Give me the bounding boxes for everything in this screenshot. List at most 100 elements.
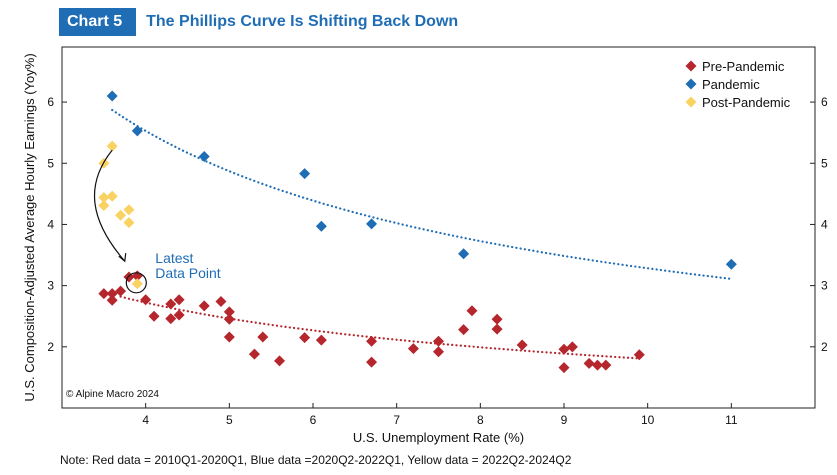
y-tick-left-label: 4 (47, 217, 54, 231)
point-pandemic (315, 220, 327, 232)
y-tick-left-label: 6 (47, 95, 54, 109)
point-pre-pandemic (165, 298, 177, 310)
y-tick-left-label: 2 (47, 340, 54, 354)
latest-arrow-head (118, 253, 127, 263)
y-tick-right-label: 5 (821, 156, 828, 170)
point-pre-pandemic (558, 343, 570, 355)
x-axis-label: U.S. Unemployment Rate (%) (353, 430, 524, 445)
point-pre-pandemic (366, 356, 378, 368)
point-pre-pandemic (223, 331, 235, 343)
trendline-pandemic (111, 108, 733, 280)
y-tick-right-label: 2 (821, 340, 828, 354)
legend-label: Pandemic (702, 77, 760, 92)
chart-number-badge: Chart 5 (59, 8, 137, 36)
latest-point-circle (125, 272, 147, 294)
legend-label: Pre-Pandemic (702, 59, 785, 74)
legend-marker-pandemic (685, 78, 697, 90)
x-tick-label: 5 (226, 413, 233, 427)
point-pre-pandemic (173, 309, 185, 321)
chart-header: Chart 5 The Phillips Curve Is Shifting B… (59, 8, 458, 36)
point-pre-pandemic (173, 294, 185, 306)
point-pre-pandemic (257, 331, 269, 343)
point-pre-pandemic (466, 305, 478, 317)
point-pre-pandemic (274, 355, 286, 367)
latest-arrow (93, 149, 126, 262)
x-tick-label: 10 (641, 413, 655, 427)
point-pre-pandemic (366, 335, 378, 347)
trendlines (111, 108, 733, 360)
point-post-pandemic (115, 209, 127, 221)
point-pre-pandemic (299, 332, 311, 344)
x-tick-label: 7 (393, 413, 400, 427)
point-pre-pandemic (223, 306, 235, 318)
legend-marker-pre-pandemic (685, 60, 697, 72)
y-axis-left: 2 3 4 5 6 (47, 95, 67, 354)
point-pandemic (299, 168, 311, 180)
point-pre-pandemic (148, 310, 160, 322)
point-pre-pandemic (558, 362, 570, 374)
y-tick-right-label: 4 (821, 217, 828, 231)
point-pre-pandemic (458, 324, 470, 336)
latest-data-annotation: Latest Data Point (93, 149, 221, 294)
x-tick-label: 11 (725, 413, 738, 427)
plot-frame (61, 46, 816, 409)
point-pre-pandemic (407, 343, 419, 355)
point-post-pandemic (106, 190, 118, 202)
point-post-pandemic (131, 278, 143, 290)
point-pandemic (131, 125, 143, 137)
point-pre-pandemic (433, 346, 444, 358)
point-pandemic (198, 151, 210, 163)
x-axis: 4 5 6 7 8 9 10 11 (142, 403, 738, 427)
point-pandemic (366, 218, 378, 230)
source-note: Note: Red data = 2010Q1-2020Q1, Blue dat… (60, 453, 572, 467)
point-pre-pandemic (491, 323, 503, 335)
y-axis-right: 2 3 4 5 6 (810, 95, 828, 354)
point-pre-pandemic (491, 313, 503, 325)
point-pre-pandemic (115, 285, 127, 297)
point-pre-pandemic (566, 341, 578, 353)
x-tick-label: 8 (477, 413, 484, 427)
point-post-pandemic (123, 217, 135, 229)
trendline-pre-pandemic (119, 295, 641, 360)
point-post-pandemic (98, 192, 110, 204)
y-tick-right-label: 6 (821, 95, 828, 109)
point-pre-pandemic (140, 294, 152, 306)
point-pre-pandemic (215, 296, 227, 308)
legend: Pre-Pandemic Pandemic Post-Pandemic (685, 59, 791, 110)
point-post-pandemic (106, 140, 118, 152)
point-pre-pandemic (165, 313, 177, 325)
latest-label-line2: Data Point (155, 265, 220, 281)
point-pre-pandemic (591, 359, 603, 371)
point-pandemic (725, 258, 737, 270)
point-pre-pandemic (600, 359, 612, 371)
point-pre-pandemic (106, 288, 118, 300)
legend-label: Post-Pandemic (702, 95, 791, 110)
chart-title: The Phillips Curve Is Shifting Back Down (146, 13, 459, 30)
point-pre-pandemic (315, 334, 327, 346)
latest-label-line1: Latest (155, 250, 193, 266)
point-pre-pandemic (223, 313, 235, 325)
copyright-label: © Alpine Macro 2024 (66, 389, 159, 400)
point-pre-pandemic (248, 348, 260, 360)
legend-marker-post-pandemic (685, 96, 697, 108)
y-tick-left-label: 3 (47, 279, 54, 293)
y-tick-left-label: 5 (47, 156, 54, 170)
point-post-pandemic (123, 204, 135, 216)
point-pandemic (458, 248, 470, 260)
y-axis-label: U.S. Composition-Adjusted Average Hourly… (22, 53, 37, 401)
point-pandemic (106, 90, 118, 102)
x-tick-label: 6 (310, 413, 317, 427)
point-pre-pandemic (106, 294, 118, 306)
point-pre-pandemic (516, 339, 528, 351)
point-pre-pandemic (198, 300, 210, 312)
data-points (98, 90, 737, 374)
point-pre-pandemic (433, 335, 444, 347)
x-tick-label: 4 (142, 413, 149, 427)
y-tick-right-label: 3 (821, 279, 828, 293)
point-pre-pandemic (98, 288, 110, 300)
plot-border (61, 46, 816, 409)
x-tick-label: 9 (561, 413, 568, 427)
point-pre-pandemic (583, 357, 595, 369)
point-post-pandemic (98, 199, 110, 211)
